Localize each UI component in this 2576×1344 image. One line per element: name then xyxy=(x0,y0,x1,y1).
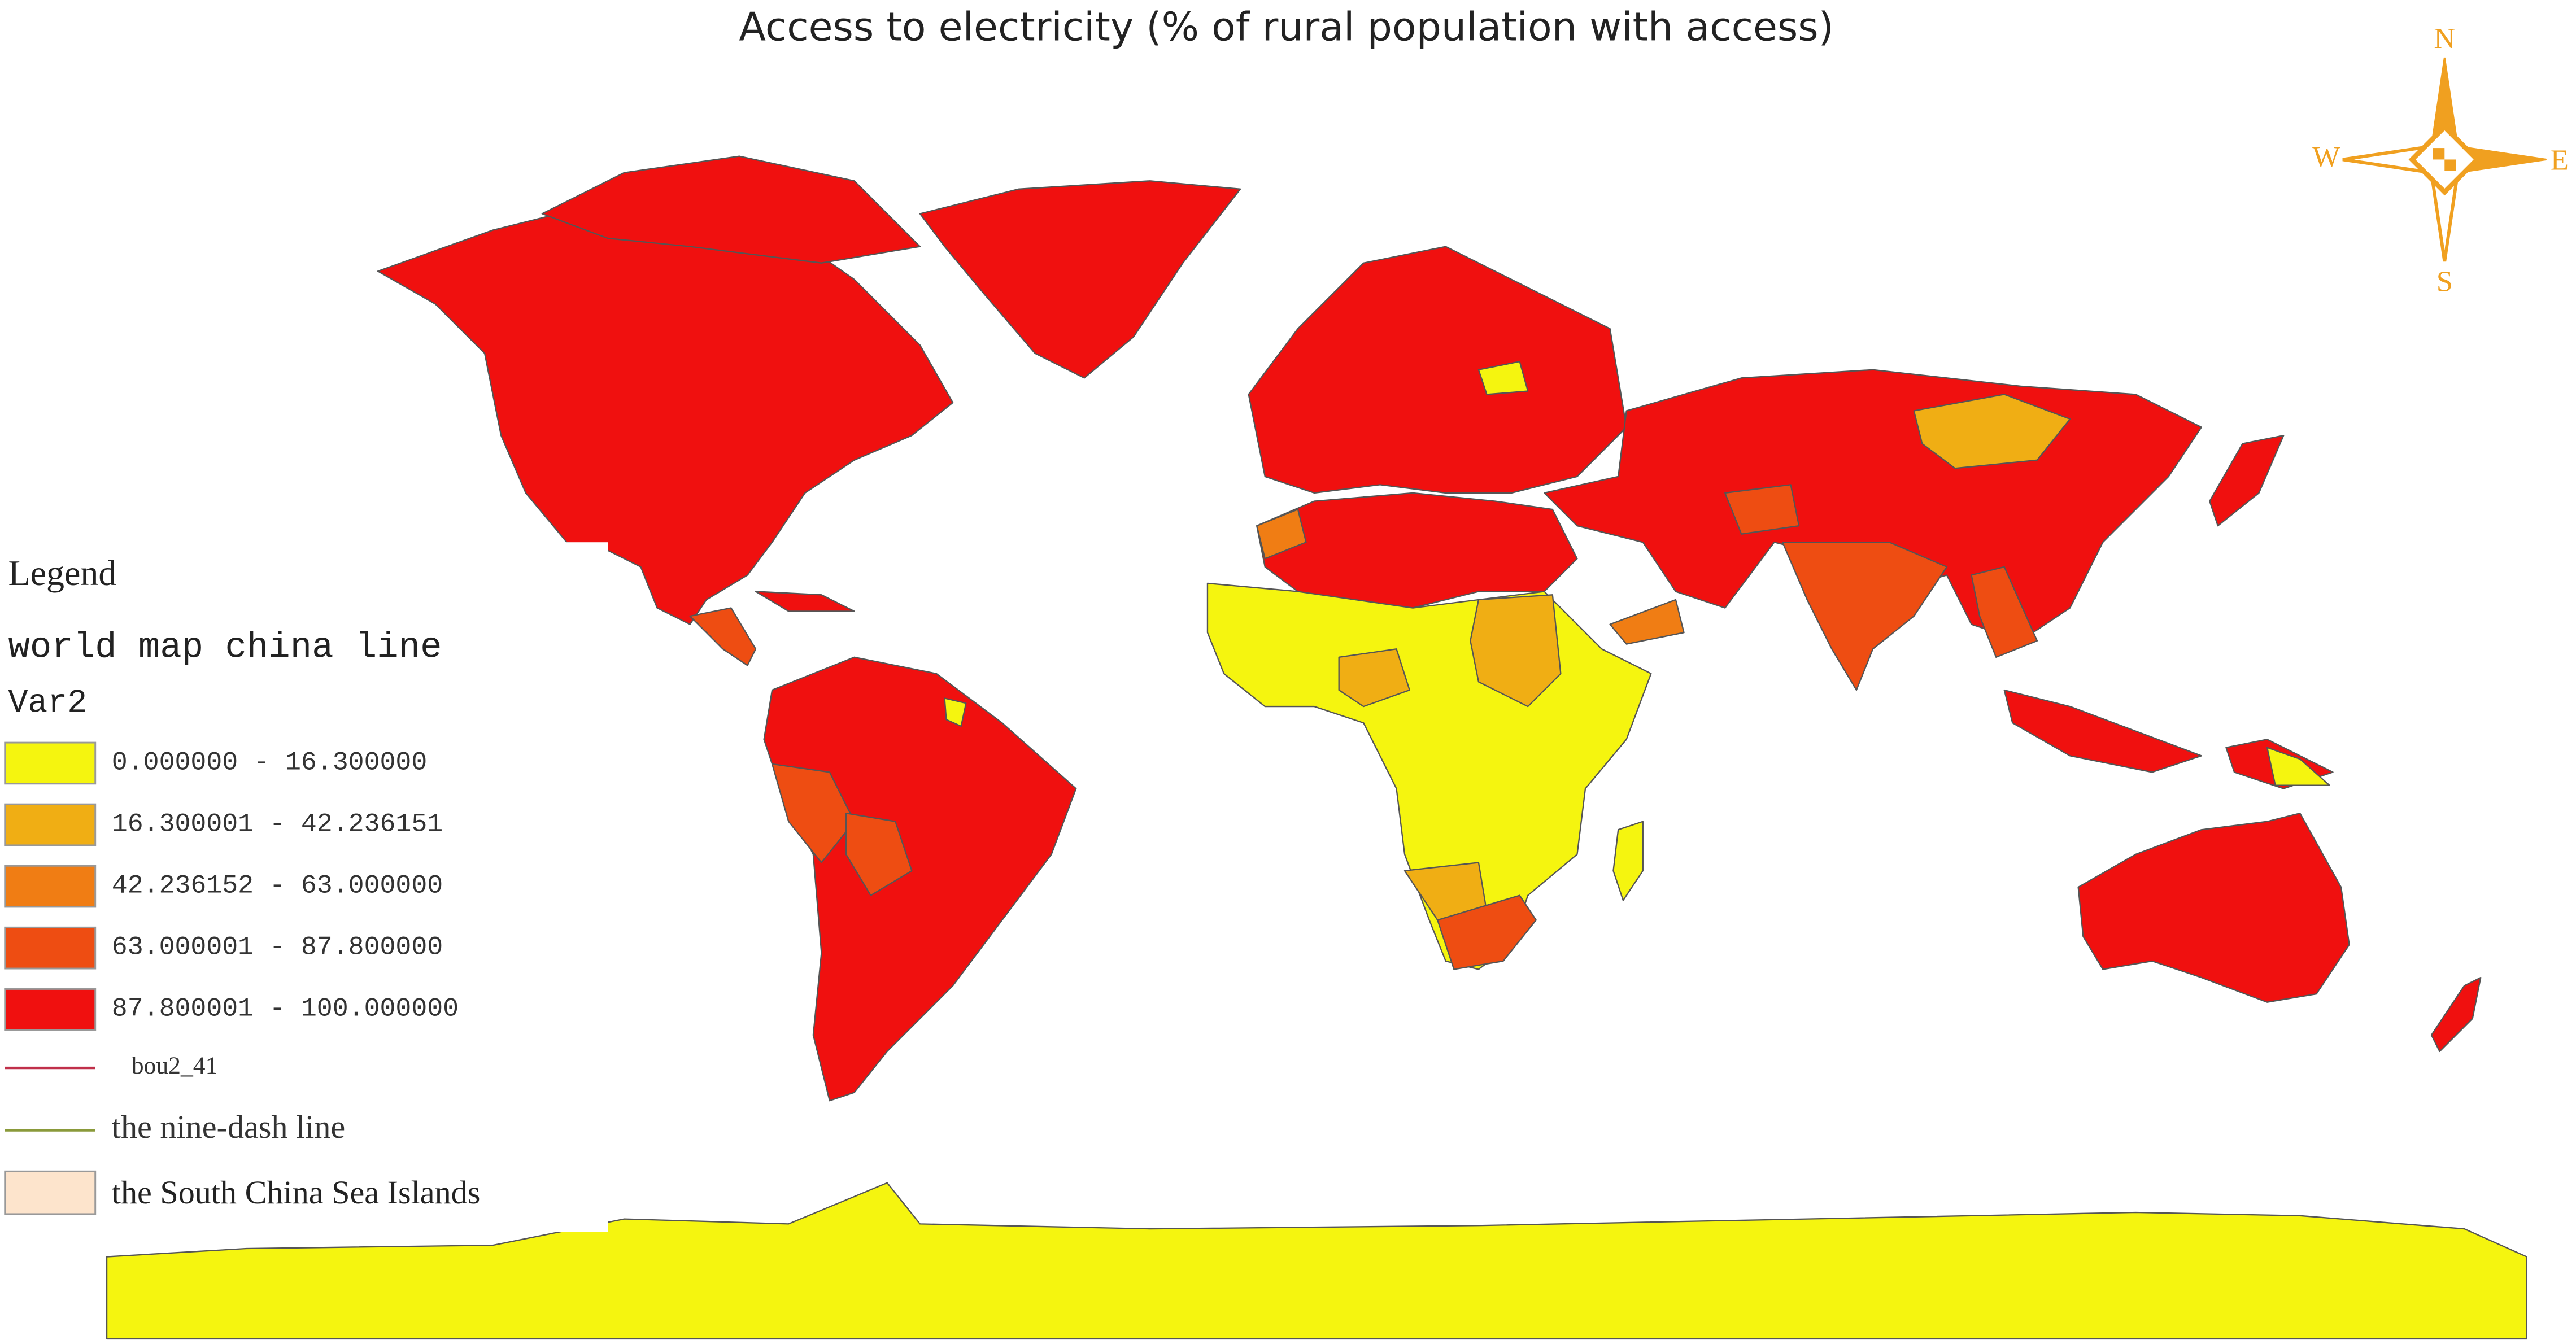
legend-label: bou2_41 xyxy=(132,1052,218,1079)
map-title: Access to electricity (% of rural popula… xyxy=(739,5,1834,50)
peru xyxy=(771,763,855,863)
legend-background xyxy=(0,542,608,1232)
sub-saharan-africa xyxy=(1206,582,1652,970)
compass-north: N xyxy=(2434,22,2455,55)
caribbean xyxy=(755,591,855,612)
world-map xyxy=(106,155,2527,1340)
belarus xyxy=(1477,361,1529,395)
madagascar xyxy=(1612,821,1644,901)
central-america xyxy=(689,607,757,666)
legend-swatch xyxy=(4,926,97,970)
legend-swatch xyxy=(4,1170,97,1215)
legend-label: 87.800001 - 100.000000 xyxy=(112,994,459,1024)
south-america xyxy=(763,656,1077,1102)
legend-label: 63.000001 - 87.800000 xyxy=(112,932,443,962)
legend-label: 0.000000 - 16.300000 xyxy=(112,747,427,777)
legend-swatch xyxy=(4,741,97,785)
legend-label: the South China Sea Islands xyxy=(112,1174,481,1211)
compass: N S W E xyxy=(2312,22,2569,298)
india xyxy=(1781,542,1948,691)
nigeria xyxy=(1338,648,1410,708)
europe xyxy=(1248,246,1627,494)
legend-layer: world map china line xyxy=(8,627,442,668)
yemen xyxy=(1609,599,1685,645)
morocco xyxy=(1256,508,1307,560)
compass-west: W xyxy=(2312,140,2340,173)
greenland xyxy=(919,180,1241,379)
legend-field: Var2 xyxy=(8,686,88,722)
legend-label: the nine-dash line xyxy=(112,1109,345,1145)
legend-swatch xyxy=(4,988,97,1031)
legend-heading: Legend xyxy=(8,553,117,593)
guyana xyxy=(944,697,967,727)
legend-swatch xyxy=(4,803,97,846)
new-zealand xyxy=(2430,976,2482,1053)
legend-swatch xyxy=(4,865,97,908)
legend-label: 16.300001 - 42.236151 xyxy=(112,809,443,839)
japan xyxy=(2209,434,2285,527)
mongolia xyxy=(1913,394,2071,469)
south-africa xyxy=(1437,894,1537,970)
png xyxy=(2266,747,2330,786)
legend-label: 42.236152 - 63.000000 xyxy=(112,870,443,900)
compass-south: S xyxy=(2436,265,2453,298)
arctic-islands xyxy=(541,155,921,264)
compass-east: E xyxy=(2551,143,2569,176)
bolivia xyxy=(845,812,913,896)
sudan xyxy=(1470,594,1562,708)
north-africa xyxy=(1256,492,1578,609)
afghanistan xyxy=(1724,484,1800,535)
myanmar xyxy=(1971,566,2038,658)
legend: Legend world map china line Var2 0.00000… xyxy=(0,542,608,1232)
indonesia xyxy=(2003,689,2202,773)
australia xyxy=(2077,812,2350,1003)
